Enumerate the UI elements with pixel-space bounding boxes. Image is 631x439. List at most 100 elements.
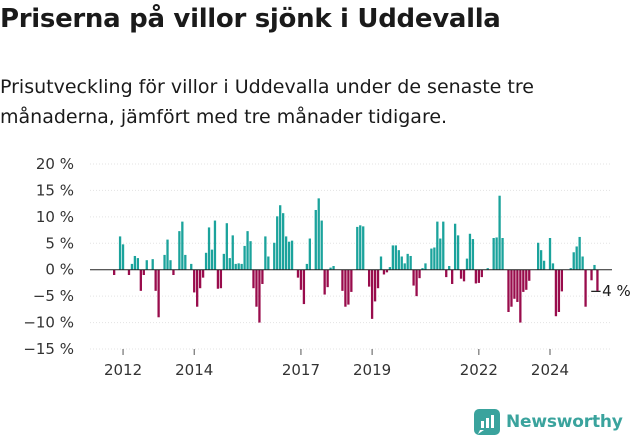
y-tick-label: 15 %: [36, 181, 74, 199]
bar: [382, 269, 386, 275]
bar: [471, 239, 475, 270]
bar: [501, 238, 504, 270]
bar: [474, 269, 478, 284]
bar: [421, 268, 424, 270]
bar: [190, 263, 193, 270]
bar: [234, 263, 237, 270]
bar: [196, 269, 199, 307]
bar: [121, 244, 125, 270]
bar: [468, 233, 472, 270]
bar: [207, 227, 211, 270]
newsworthy-logo-icon: [474, 409, 500, 435]
bar: [127, 269, 131, 275]
bar: [151, 259, 154, 270]
bar: [154, 269, 157, 291]
bar: [139, 269, 142, 291]
bar: [376, 269, 380, 289]
gridlines: [90, 163, 612, 350]
bar: [418, 269, 421, 279]
bar: [130, 263, 134, 270]
bar: [145, 260, 148, 270]
bar: [439, 238, 442, 270]
bar: [486, 268, 489, 270]
bar: [282, 213, 285, 270]
bar: [537, 242, 540, 270]
bar: [430, 248, 433, 270]
bar: [320, 220, 323, 270]
bar: [525, 269, 528, 290]
bar: [305, 263, 309, 270]
bar: [385, 269, 389, 273]
bars: [113, 195, 599, 323]
bar: [456, 235, 460, 270]
bar: [219, 269, 223, 289]
y-axis-labels: 20 % 15 % 10 % 5 % 0 % −5 % −10 % −15 %: [23, 155, 74, 358]
bar: [329, 267, 332, 270]
bar: [258, 269, 261, 323]
bar: [169, 260, 172, 270]
bar: [261, 269, 264, 284]
bar: [403, 263, 406, 270]
bar: [578, 236, 581, 270]
bar: [178, 231, 181, 270]
y-tick-label: −5 %: [33, 287, 74, 305]
bar: [412, 269, 415, 286]
x-tick-label: 2017: [282, 361, 320, 379]
bar: [359, 225, 362, 270]
bar: [480, 269, 483, 278]
newsworthy-brand: Newsworthy: [474, 406, 623, 438]
bar: [184, 254, 187, 270]
bar: [243, 245, 246, 270]
bar: [231, 235, 234, 270]
bar: [373, 269, 377, 302]
bar: [255, 269, 258, 307]
bar: [379, 256, 383, 270]
bar: [290, 240, 294, 270]
chart-title: Priserna på villor sjönk i Uddevalla: [0, 4, 501, 34]
bar: [356, 226, 359, 270]
bar: [296, 269, 300, 278]
bar: [172, 269, 175, 275]
y-tick-label: −10 %: [23, 314, 74, 332]
bar: [228, 258, 231, 270]
bar: [201, 269, 205, 278]
bar: [225, 223, 228, 270]
bar: [406, 253, 409, 270]
bar: [554, 269, 558, 317]
bar: [113, 269, 116, 275]
bar: [542, 260, 546, 270]
bar: [445, 269, 448, 278]
bar: [409, 255, 412, 270]
bar: [560, 269, 564, 292]
bar: [462, 269, 466, 282]
bar: [279, 205, 282, 270]
y-tick-label: 20 %: [36, 155, 74, 173]
bar: [237, 263, 240, 270]
bar: [394, 245, 397, 270]
bar: [507, 269, 510, 312]
bar: [433, 247, 436, 270]
bar: [198, 269, 202, 289]
bar: [522, 269, 525, 292]
bar: [465, 258, 469, 270]
bar: [510, 269, 513, 307]
y-tick-label: 0 %: [45, 261, 74, 279]
bar: [341, 269, 344, 291]
bar: [397, 250, 400, 270]
bar: [284, 236, 288, 270]
bar: [210, 249, 214, 270]
bar: [302, 269, 306, 305]
x-axis: 2012 2014 2017 2019 2022 2024: [104, 349, 569, 379]
bar: [347, 269, 350, 305]
bar: [442, 221, 445, 270]
bar: [572, 252, 575, 270]
bar: [590, 269, 593, 281]
bar: [548, 238, 552, 270]
bar: [287, 241, 291, 270]
bar: [575, 246, 578, 270]
bar: [163, 254, 166, 270]
bar: [273, 242, 276, 270]
bar: [584, 269, 587, 307]
bar: [166, 239, 169, 270]
bar: [181, 221, 184, 270]
